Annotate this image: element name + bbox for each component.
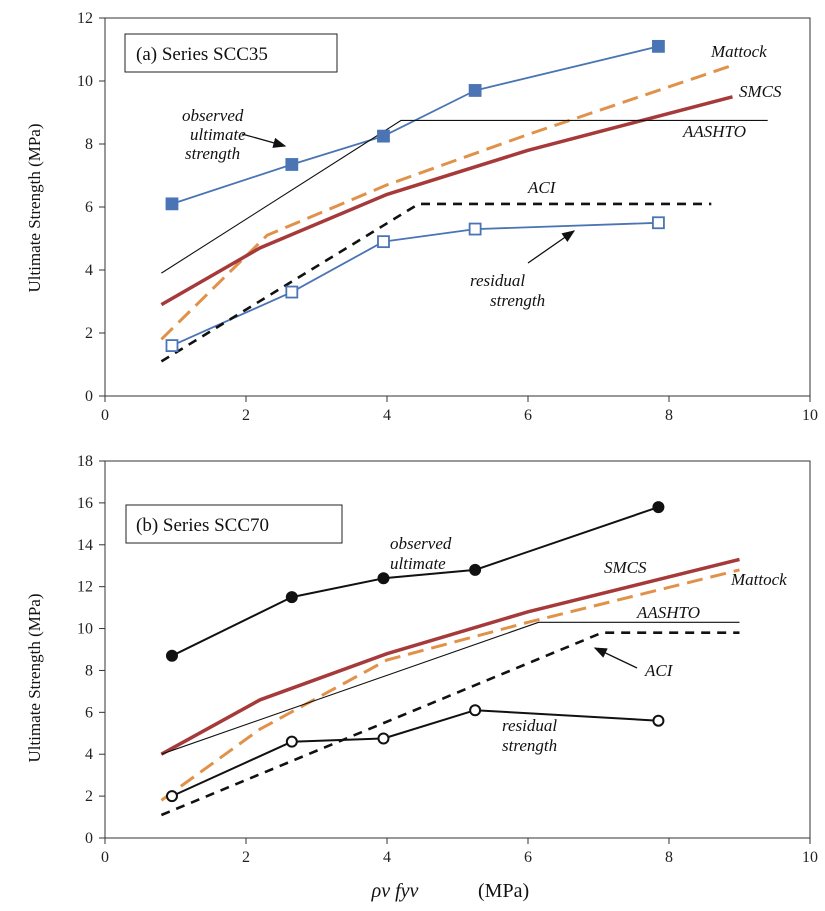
panel-b-title-box (125, 504, 343, 544)
panel-a-marker-residual-strength (377, 235, 390, 249)
panel-b-series-aci (160, 631, 740, 817)
panel-b-residual-label: residual (502, 716, 557, 735)
panel-a-series-mattock (160, 63, 733, 341)
panel-b-y-tick-label: 6 (85, 704, 93, 721)
panel-a-observed-arrow (241, 133, 287, 148)
panel-a-series-smcs (160, 95, 733, 307)
panel-b-marker-observed-ultimate (165, 649, 178, 662)
panel-a-mattock-label: Mattock (710, 42, 767, 61)
panel-b-y-tick-label: 18 (77, 453, 93, 470)
panel-a-markers (165, 39, 665, 353)
panel-a-smcs-label: SMCS (739, 82, 782, 101)
panel-a-marker-residual-strength (285, 285, 299, 299)
panel-b-markers (165, 501, 665, 803)
panel-b-plot-frame (104, 460, 811, 839)
panel-b-residual-strength-label: strength (502, 736, 557, 755)
panel-a-y-axis-label: Ultimate Strength (MPa) (25, 123, 44, 292)
panel-a-strength-label: strength (185, 144, 240, 163)
panel-b-marker-observed-ultimate (377, 572, 390, 585)
panel-b-y-tick-label: 14 (77, 537, 93, 554)
x-axis-label-main: ρv fyv (371, 880, 419, 902)
panel-b-axes: 0 2 4 6 8 10 0 2 4 6 8 10 12 14 16 18 (77, 453, 818, 866)
panel-a-residual-label: residual (470, 271, 525, 290)
panel-a-x-tick-label: 2 (242, 407, 250, 424)
panel-b-x-tick-label: 6 (524, 849, 532, 866)
panel-b-y-tick-label: 12 (77, 579, 93, 596)
panel-b-aashto-label: AASHTO (636, 603, 700, 622)
panel-b-y-axis-label: Ultimate Strength (MPa) (25, 593, 44, 762)
panel-a: 0 2 4 6 8 10 0 2 4 6 8 10 12 (a) Series SCC35 observe… (77, 10, 818, 424)
panel-b-aci-arrow (593, 647, 638, 669)
panel-b-y-tick-label: 16 (77, 495, 93, 512)
panel-b: 0 2 4 6 8 10 0 2 4 6 8 10 12 14 16 18 (b) Series SCC70 o… (77, 453, 818, 866)
panel-b-x-tick-label: 0 (101, 849, 109, 866)
panel-a-y-tick-label: 0 (85, 388, 93, 405)
panel-a-title-box (124, 33, 338, 73)
panel-b-x-tick-label: 2 (242, 849, 250, 866)
panel-a-y-tick-label: 10 (77, 73, 93, 90)
panel-a-ultimate-label: ultimate (190, 125, 246, 144)
panel-a-marker-observed-ultimate-strength (285, 158, 299, 171)
panel-a-marker-residual-strength (652, 216, 665, 230)
panel-b-ultimate-label: ultimate (390, 554, 446, 573)
panel-b-marker-observed-ultimate (469, 563, 482, 576)
panel-b-marker-residual-strength (377, 732, 390, 745)
panel-a-marker-observed-ultimate-strength (468, 84, 482, 97)
panel-b-marker-residual-strength (285, 735, 298, 748)
panel-a-series-residual-strength (171, 221, 659, 347)
panel-b-marker-observed-ultimate (652, 501, 665, 514)
panel-a-residual-arrow (527, 230, 576, 264)
panel-a-y-tick-label: 6 (85, 199, 93, 216)
panel-b-y-tick-label: 10 (77, 621, 93, 638)
panel-a-series-aashto (161, 119, 768, 274)
panel-b-marker-observed-ultimate (285, 591, 298, 604)
panel-b-series-mattock (160, 568, 740, 802)
panel-b-y-tick-label: 8 (85, 662, 93, 679)
panel-a-marker-observed-ultimate-strength (652, 39, 665, 53)
panel-b-series-smcs (160, 557, 740, 756)
panel-a-y-tick-label: 8 (85, 136, 93, 153)
panel-a-x-tick-label: 6 (524, 407, 532, 424)
panel-a-observed-label: observed (182, 106, 244, 125)
panel-a-marker-observed-ultimate-strength (377, 129, 390, 143)
panel-a-x-tick-label: 0 (101, 407, 109, 424)
panel-b-series-aashto (161, 621, 740, 755)
panel-b-y-tick-label: 4 (85, 746, 93, 763)
panel-a-marker-residual-strength (165, 339, 179, 353)
panel-a-x-tick-label: 8 (665, 407, 673, 424)
panel-b-series-residual-strength (171, 709, 659, 798)
panel-b-x-tick-label: 10 (802, 849, 818, 866)
panel-b-x-tick-label: 4 (383, 849, 391, 866)
panel-a-residual-strength-label: strength (490, 291, 545, 310)
panel-b-observed-label: observed (390, 534, 452, 553)
panel-a-x-tick-label: 10 (802, 407, 818, 424)
panel-b-marker-residual-strength (652, 714, 665, 727)
x-axis-label-unit: (MPa) (478, 880, 529, 902)
panel-b-smcs-label: SMCS (604, 558, 647, 577)
panel-b-marker-residual-strength (165, 790, 178, 803)
panel-a-y-tick-label: 12 (77, 10, 93, 27)
panel-a-y-tick-label: 4 (85, 262, 93, 279)
panel-a-aashto-label: AASHTO (682, 122, 746, 141)
panel-a-marker-residual-strength (468, 222, 482, 236)
panel-a-axes: 0 2 4 6 8 10 0 2 4 6 8 10 12 (77, 10, 818, 424)
panel-b-marker-residual-strength (469, 704, 482, 717)
panel-a-title: (a) Series SCC35 (136, 44, 268, 65)
panel-b-title: (b) Series SCC70 (136, 515, 269, 536)
panel-b-x-tick-label: 8 (665, 849, 673, 866)
panel-a-aci-label: ACI (527, 178, 557, 197)
panel-b-y-tick-label: 0 (85, 830, 93, 847)
panel-b-y-tick-label: 2 (85, 788, 93, 805)
panel-b-aci-label: ACI (644, 661, 674, 680)
panel-a-series-aci (160, 202, 712, 363)
panel-a-y-tick-label: 2 (85, 325, 93, 342)
panel-a-x-tick-label: 4 (383, 407, 391, 424)
panel-a-marker-observed-ultimate-strength (165, 197, 179, 211)
panel-b-mattock-label: Mattock (730, 570, 787, 589)
panel-a-series (160, 45, 768, 363)
